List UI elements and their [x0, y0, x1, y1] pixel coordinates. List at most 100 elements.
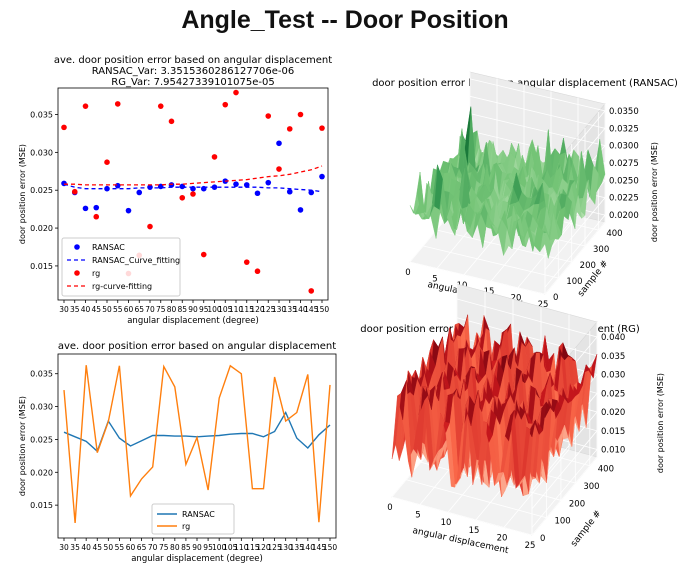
y-tick-label: 0.025 [30, 435, 53, 444]
x-tick-label: 80 [167, 305, 177, 314]
chart-subtitle: RANSAC_Var: 3.3515360286127706e-06 [92, 66, 295, 77]
y-tick-label: 100 [566, 277, 582, 287]
z-axis-label: door position error (MSE) [656, 373, 665, 473]
y-tick-label: 400 [606, 229, 622, 239]
z-tick-label: 0.030 [601, 371, 625, 381]
data-point-ransac [243, 182, 250, 188]
y-axis-label: door position error (MSE) [18, 144, 27, 244]
x-tick-label: 30 [59, 305, 69, 314]
z-tick-label: 0.020 [601, 408, 625, 418]
y-tick-label: 0.035 [30, 370, 53, 379]
data-point-rg [179, 194, 186, 201]
data-point-ransac [211, 184, 218, 190]
x-gridline [531, 322, 598, 536]
x-tick-label: 115 [245, 543, 260, 552]
data-point-rg [222, 101, 229, 108]
x-tick-label: 55 [113, 305, 123, 314]
x-tick-label: 110 [234, 543, 249, 552]
surface-patch [409, 205, 419, 215]
y-axis-label: door position error (MSE) [18, 396, 27, 496]
x-tick-label: 75 [159, 543, 169, 552]
x-tick-label: 120 [250, 305, 265, 314]
x-tick-label: 115 [240, 305, 255, 314]
data-point-rg [104, 159, 110, 165]
data-point-ransac [125, 207, 132, 214]
x-axis-label: angular displacement (degree) [127, 316, 259, 326]
x-axis-label: angular displacement [412, 526, 510, 556]
data-point-rg [168, 118, 175, 125]
series-line-rg-curve-fitting [64, 165, 323, 186]
data-point-rg [190, 191, 196, 197]
data-point-rg [286, 126, 293, 132]
data-point-rg [71, 188, 78, 195]
data-point-rg [157, 103, 164, 109]
x-axis-label: angular displacement (degree) [131, 554, 263, 564]
x-tick-label: 0 [405, 268, 410, 278]
data-point-ransac [168, 182, 175, 188]
x-tick-label: 20 [497, 533, 508, 543]
x-tick-label: 140 [301, 543, 316, 552]
data-point-ransac [147, 184, 153, 190]
legend-label: RANSAC_Curve_fitting [92, 256, 180, 265]
y-tick-label: 200 [580, 261, 596, 271]
x-tick-label: 35 [70, 543, 80, 552]
line-chart-ransac-vs-rg: ave. door position error based on angula… [18, 341, 338, 564]
z-tick-label: 0.010 [601, 446, 625, 456]
y-tick-label: 0.030 [30, 403, 53, 412]
data-point-ransac [114, 182, 121, 189]
x-tick-label: 150 [323, 543, 338, 552]
chart-title: ave. door position error based on angula… [58, 341, 336, 352]
x-tick-label: 45 [92, 543, 102, 552]
x-tick-label: 70 [145, 305, 155, 314]
y-axis-label: sample # [569, 509, 603, 549]
x-tick-label: 60 [124, 305, 134, 314]
x-tick-label: 150 [315, 305, 330, 314]
data-point-rg [308, 288, 315, 294]
x-tick-label: 25 [525, 541, 536, 551]
y-tick-label: 0.020 [30, 468, 53, 477]
x-tick-label: 0 [387, 503, 392, 513]
x-tick-label: 110 [229, 305, 244, 314]
x-tick-label: 105 [223, 543, 238, 552]
x-tick-label: 95 [203, 543, 213, 552]
x-tick-label: 65 [137, 543, 147, 552]
x-tick-label: 75 [156, 305, 166, 314]
y-tick-label: 0.035 [30, 111, 53, 120]
x-tick-label: 40 [81, 543, 91, 552]
x-tick-label: 140 [293, 305, 308, 314]
y-tick-label: 100 [554, 517, 570, 527]
legend-marker [74, 244, 80, 250]
data-point-ransac [233, 181, 239, 187]
series-line-ransac-curve-fitting [63, 183, 323, 193]
data-point-rg [82, 103, 89, 109]
x-tick-label: 90 [192, 543, 202, 552]
legend-box [61, 237, 181, 297]
data-point-rg [276, 166, 282, 172]
x-tick-label: 130 [279, 543, 294, 552]
z-tick-label: 0.0200 [609, 211, 639, 221]
x-gridline [544, 104, 606, 295]
chart-title: door position error based on angular dis… [372, 78, 678, 89]
z-tick-label: 0.0300 [609, 142, 639, 152]
data-point-rg [233, 89, 239, 96]
y-tick-label: 0.030 [30, 148, 53, 157]
x-tick-label: 130 [272, 305, 287, 314]
data-point-ransac [265, 179, 272, 186]
x-tick-label: 135 [290, 543, 305, 552]
x-tick-label: 100 [207, 305, 222, 314]
data-point-rg [297, 111, 304, 118]
x-tick-label: 30 [59, 543, 69, 552]
legend-marker [74, 270, 80, 276]
x-tick-label: 70 [148, 543, 158, 552]
chart-title: ave. door position error based on angula… [54, 55, 332, 66]
y-tick-label: 0.020 [30, 224, 53, 233]
x-tick-label: 100 [212, 543, 227, 552]
legend-label: RANSAC [182, 510, 215, 519]
surface-patch [391, 392, 402, 460]
x-tick-label: 60 [126, 543, 136, 552]
data-point-rg [211, 154, 218, 160]
data-point-ransac [308, 189, 315, 196]
x-tick-label: 80 [170, 543, 180, 552]
data-point-rg [319, 125, 325, 131]
data-point-rg [265, 113, 272, 119]
